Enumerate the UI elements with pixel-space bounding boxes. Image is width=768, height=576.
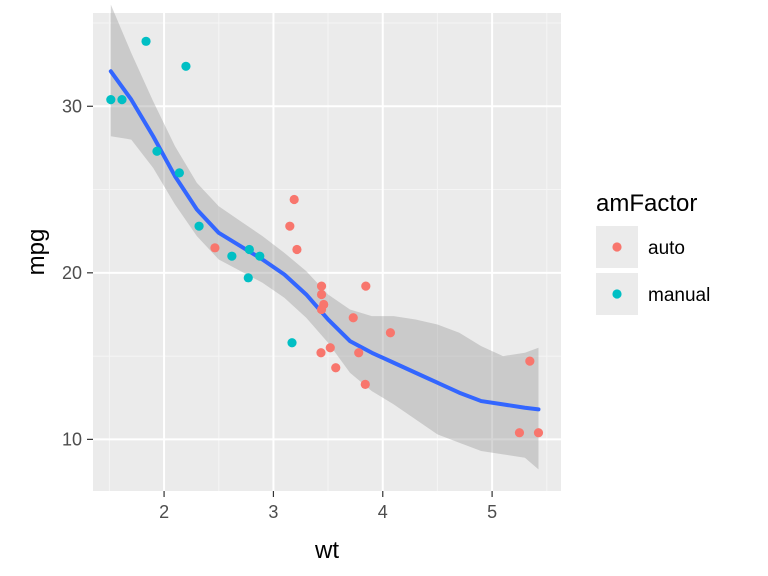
x-axis-title: wt bbox=[314, 537, 339, 564]
y-axis: 10 20 30 bbox=[62, 96, 93, 449]
x-tick-label: 2 bbox=[159, 502, 169, 522]
data-point-manual bbox=[181, 61, 191, 71]
data-point-auto bbox=[289, 194, 299, 205]
data-point-auto bbox=[348, 313, 358, 323]
x-tick-label: 3 bbox=[268, 502, 278, 522]
data-point-auto bbox=[316, 289, 327, 300]
y-tick-label: 20 bbox=[62, 263, 82, 283]
legend: amFactor auto manual bbox=[596, 190, 710, 315]
data-point-manual bbox=[106, 95, 116, 105]
smooth-line bbox=[108, 69, 541, 412]
data-point-auto bbox=[331, 363, 341, 373]
data-point-manual bbox=[255, 251, 265, 261]
data-point-auto bbox=[292, 244, 302, 255]
data-point-auto bbox=[514, 428, 525, 438]
data-point-auto bbox=[361, 281, 371, 291]
data-point-manual bbox=[243, 273, 253, 283]
data-point-auto bbox=[285, 221, 295, 231]
major-gridlines bbox=[93, 13, 561, 491]
data-point-auto bbox=[385, 328, 396, 338]
y-axis-title: mpg bbox=[23, 229, 50, 276]
y-tick-label: 30 bbox=[62, 96, 82, 116]
data-point-auto bbox=[360, 379, 370, 390]
x-tick-label: 4 bbox=[378, 502, 388, 522]
confidence-band bbox=[110, 4, 539, 470]
data-point-manual bbox=[244, 244, 254, 255]
legend-label-auto: auto bbox=[648, 238, 685, 259]
data-point-auto bbox=[533, 428, 544, 438]
legend-label-manual: manual bbox=[648, 285, 710, 306]
data-point-auto bbox=[316, 304, 327, 315]
data-point-auto bbox=[210, 243, 220, 253]
data-point-manual bbox=[141, 36, 151, 46]
panel-background bbox=[93, 13, 561, 491]
legend-swatch-auto bbox=[612, 242, 622, 252]
data-point-manual bbox=[227, 251, 237, 261]
data-point-manual bbox=[287, 338, 297, 348]
data-point-auto bbox=[354, 348, 364, 358]
x-tick-label: 5 bbox=[487, 502, 497, 522]
smooth-fit bbox=[108, 4, 541, 470]
data-points bbox=[106, 36, 544, 438]
x-axis: 2 3 4 5 bbox=[159, 491, 497, 522]
data-point-manual bbox=[194, 221, 204, 231]
data-point-auto bbox=[316, 281, 327, 291]
minor-gridlines bbox=[93, 13, 561, 491]
data-point-manual bbox=[174, 168, 184, 178]
legend-title: amFactor bbox=[596, 190, 697, 217]
data-point-auto bbox=[316, 348, 326, 358]
legend-swatch-manual bbox=[612, 289, 622, 299]
y-tick-label: 10 bbox=[62, 429, 82, 449]
data-point-auto bbox=[325, 343, 335, 353]
data-point-manual bbox=[152, 146, 162, 156]
data-point-manual bbox=[117, 95, 127, 105]
data-point-auto bbox=[525, 356, 535, 366]
